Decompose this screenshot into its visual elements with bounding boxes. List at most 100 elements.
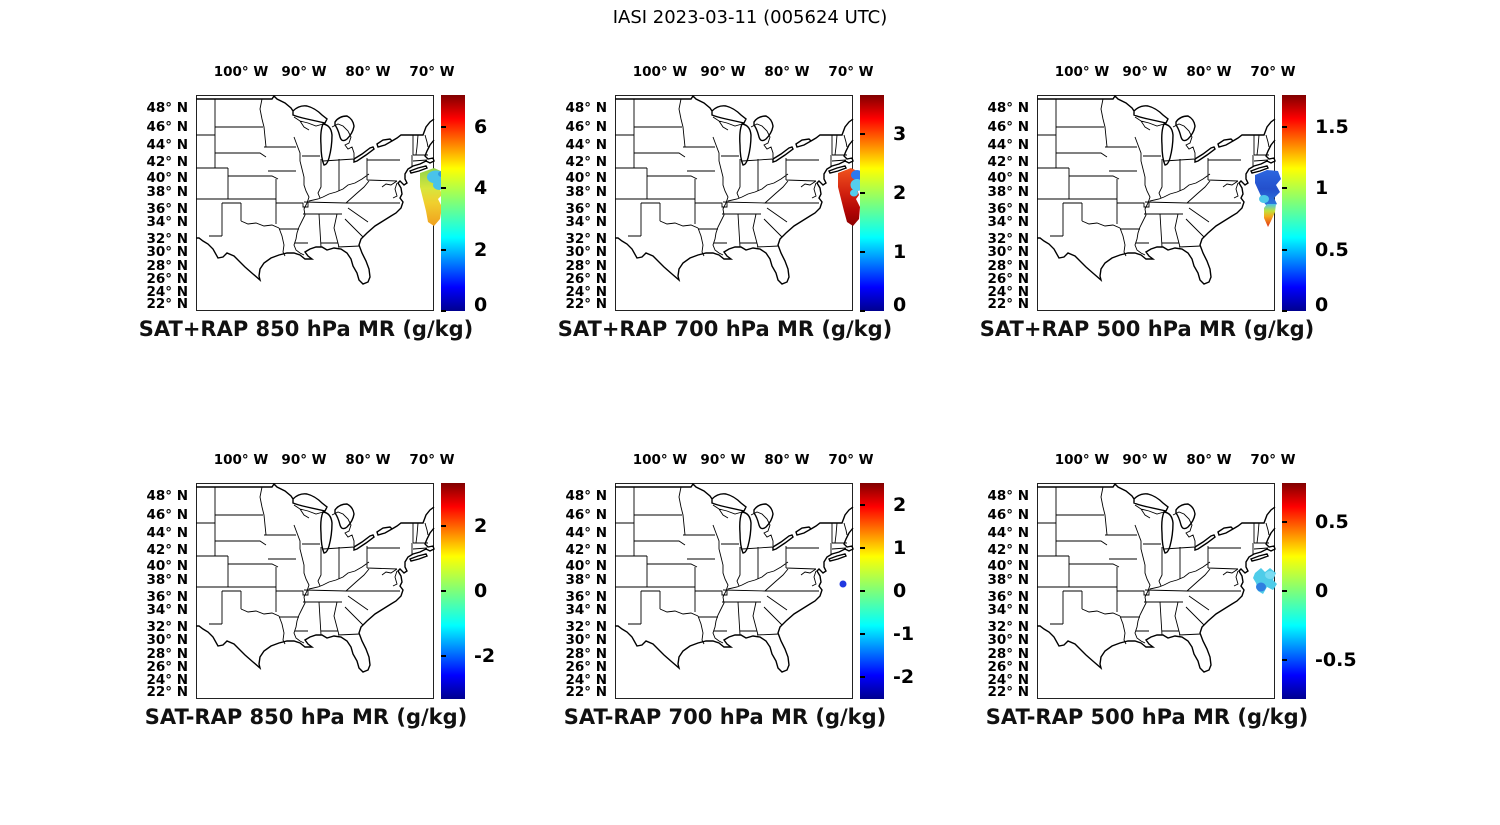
us-map [614,95,854,285]
colorbar-tick-label: 6 [474,116,488,139]
lat-tick-label: 26° N [146,271,188,287]
lat-tick-label: 24° N [146,672,188,688]
panel-title: SAT-RAP 700 hPa MR (g/kg) [563,705,887,729]
lat-tick-label: 48° N [565,100,607,116]
us-map [195,95,435,285]
lat-tick-label: 48° N [146,100,188,116]
lat-tick-label: 34° N [987,601,1029,618]
lat-tick-label: 42° N [565,542,607,558]
lat-tick-label: 30° N [987,244,1029,260]
colorbar-tick [1282,310,1287,312]
lat-tick-label: 22° N [565,296,607,312]
lat-tick-label: 36° N [146,589,188,605]
lat-tick-label: 26° N [565,271,607,287]
colorbar [1282,95,1306,311]
lat-tick-label: 44° N [987,525,1029,541]
lon-tick-label: 70° W [828,452,874,468]
lat-tick-label: 42° N [987,542,1029,558]
colorbar-tick-label: -2 [893,666,915,689]
lat-tick-label: 46° N [146,506,188,523]
lat-tick-label: 42° N [987,154,1029,170]
colorbar-tick-label: 0 [1315,294,1329,316]
lat-tick-label: 24° N [987,284,1029,300]
lat-tick-label: 30° N [565,244,607,260]
colorbar [441,95,465,311]
lat-tick-label: 30° N [146,632,188,648]
lat-tick-label: 36° N [987,589,1029,605]
lat-tick-label: 28° N [565,645,607,662]
lat-tick-label: 36° N [987,201,1029,217]
lat-tick-label: 32° N [565,231,607,247]
map-frame [614,95,864,311]
colorbar-tick-label: 2 [893,493,907,516]
lat-tick-label: 42° N [565,154,607,170]
lon-tick-label: 80° W [764,452,810,468]
lat-tick-label: 36° N [146,201,188,217]
lat-tick-label: 38° N [146,184,188,200]
colorbar-tick-label: -1 [893,623,915,646]
us-map [1036,483,1276,673]
colorbar-tick-label: 2 [893,181,907,204]
lon-tick-label: 90° W [1122,452,1168,468]
lat-tick-label: 46° N [987,506,1029,523]
lat-tick-label: 46° N [146,118,188,135]
colorbar-tick-label: 4 [474,177,488,200]
lat-tick-label: 36° N [565,589,607,605]
lat-tick-label: 38° N [146,572,188,588]
lat-tick-label: 48° N [565,488,607,504]
colorbar-tick [860,250,865,253]
colorbar-tick [1282,248,1287,251]
lat-tick-label: 34° N [565,601,607,618]
lat-tick-label: 38° N [987,184,1029,200]
lat-tick-label: 38° N [565,184,607,200]
lon-tick-label: 80° W [1186,452,1232,468]
colorbar-tick-label: 1 [893,240,907,263]
lat-tick-label: 48° N [146,488,188,504]
us-map [1036,95,1276,285]
colorbar-tick-label: 3 [893,122,907,145]
figure-title: IASI 2023-03-11 (005624 UTC) [612,7,888,28]
colorbar-tick [860,676,865,679]
lat-tick-label: 42° N [146,154,188,170]
map-frame [195,483,435,699]
colorbar-tick [1282,125,1287,128]
lat-tick-label: 36° N [565,201,607,217]
lat-tick-label: 44° N [987,137,1029,153]
lat-tick-label: 30° N [565,632,607,648]
lat-tick-label: 26° N [987,271,1029,287]
lat-tick-label: 34° N [146,213,188,230]
lat-tick-label: 26° N [987,659,1029,675]
lat-tick-label: 28° N [146,645,188,662]
lon-tick-label: 90° W [700,452,746,468]
lat-tick-label: 28° N [987,645,1029,662]
lon-tick-label: 80° W [345,452,391,468]
lat-tick-label: 24° N [565,672,607,688]
lat-tick-label: 32° N [146,231,188,247]
lat-tick-label: 40° N [146,558,188,574]
lat-tick-label: 32° N [987,231,1029,247]
map-frame [1036,483,1277,699]
lat-tick-label: 28° N [146,257,188,274]
lon-tick-label: 70° W [409,64,455,80]
colorbar-tick-label: 2 [474,514,488,537]
colorbar-tick [1282,520,1287,523]
colorbar-tick [441,126,446,129]
map-frame [1036,95,1281,311]
colorbar-tick [441,524,446,527]
lon-tick-label: 80° W [1186,64,1232,80]
colorbar-tick-label: 1.5 [1315,115,1349,138]
colorbar-tick [860,310,865,312]
panel-title: SAT-RAP 850 hPa MR (g/kg) [144,705,468,729]
colorbar-tick [1282,590,1287,592]
lat-tick-label: 26° N [146,659,188,675]
lat-tick-label: 32° N [565,619,607,635]
colorbar-tick-label: -2 [474,645,496,668]
lon-tick-label: 80° W [764,64,810,80]
colorbar-tick [860,633,865,636]
map-frame [614,483,854,699]
lat-tick-label: 24° N [146,284,188,300]
lat-tick-label: 38° N [565,572,607,588]
colorbar-tick-label: 0 [893,294,907,316]
lat-tick-label: 40° N [146,170,188,186]
lon-tick-label: 70° W [1250,64,1296,80]
